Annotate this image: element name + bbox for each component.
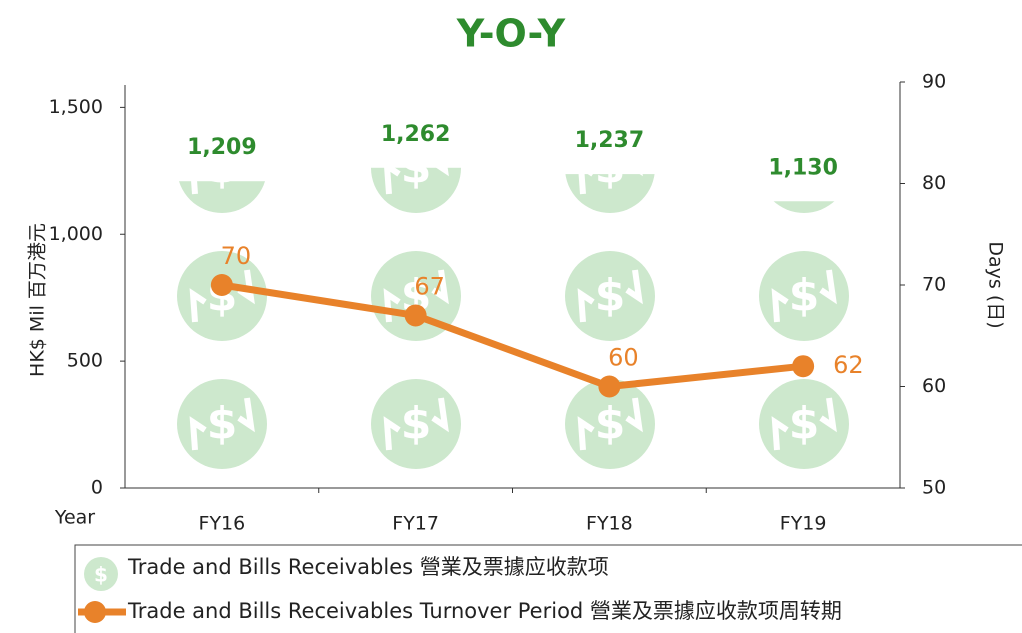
- pictograph-bar: [753, 201, 854, 488]
- x-tick-label: FY19: [780, 513, 827, 535]
- y2-tick-label: 50: [922, 477, 946, 499]
- y2-axis-title: Days (日): [985, 241, 1007, 328]
- legend-label: Trade and Bills Receivables 營業及票據应收款项: [127, 555, 609, 579]
- y-tick-label: 0: [91, 477, 103, 499]
- y-tick-label: 1,500: [49, 96, 103, 118]
- x-axis-title: Year: [54, 507, 95, 529]
- x-tick-label: FY16: [199, 513, 246, 535]
- line-value-label: 67: [414, 272, 445, 300]
- y-axis-title: HK$ Mil 百万港元: [27, 223, 49, 377]
- y2-tick-label: 80: [922, 172, 946, 194]
- legend-icon-text: $: [94, 563, 108, 587]
- x-tick-label: FY17: [392, 513, 439, 535]
- line-point: [792, 355, 815, 378]
- line-point: [210, 274, 233, 296]
- y2-tick-label: 60: [922, 375, 946, 397]
- y2-tick-label: 70: [922, 274, 946, 296]
- pictograph-bar: [171, 181, 272, 488]
- line-point: [598, 375, 621, 398]
- line-point: [404, 304, 427, 327]
- y2-tick-label: 90: [922, 71, 946, 93]
- bar-value-label: 1,262: [381, 122, 451, 147]
- chart-title: Y-O-Y: [456, 12, 566, 56]
- bar-value-label: 1,130: [768, 155, 838, 180]
- y-tick-label: 1,000: [49, 223, 103, 245]
- bar-value-label: 1,209: [187, 135, 257, 160]
- x-tick-label: FY18: [586, 513, 633, 535]
- legend: [74, 544, 1022, 633]
- legend-marker: [84, 601, 106, 623]
- legend-label: Trade and Bills Receivables Turnover Per…: [127, 599, 842, 623]
- line-value-label: 70: [221, 242, 252, 270]
- line-value-label: 60: [608, 344, 639, 372]
- line: [221, 281, 804, 390]
- pictograph-bar: [559, 174, 660, 488]
- line-value-label: 62: [833, 351, 864, 379]
- bar-value-label: 1,237: [575, 128, 645, 153]
- legend-icon: [84, 557, 118, 591]
- y-tick-label: 500: [67, 350, 103, 372]
